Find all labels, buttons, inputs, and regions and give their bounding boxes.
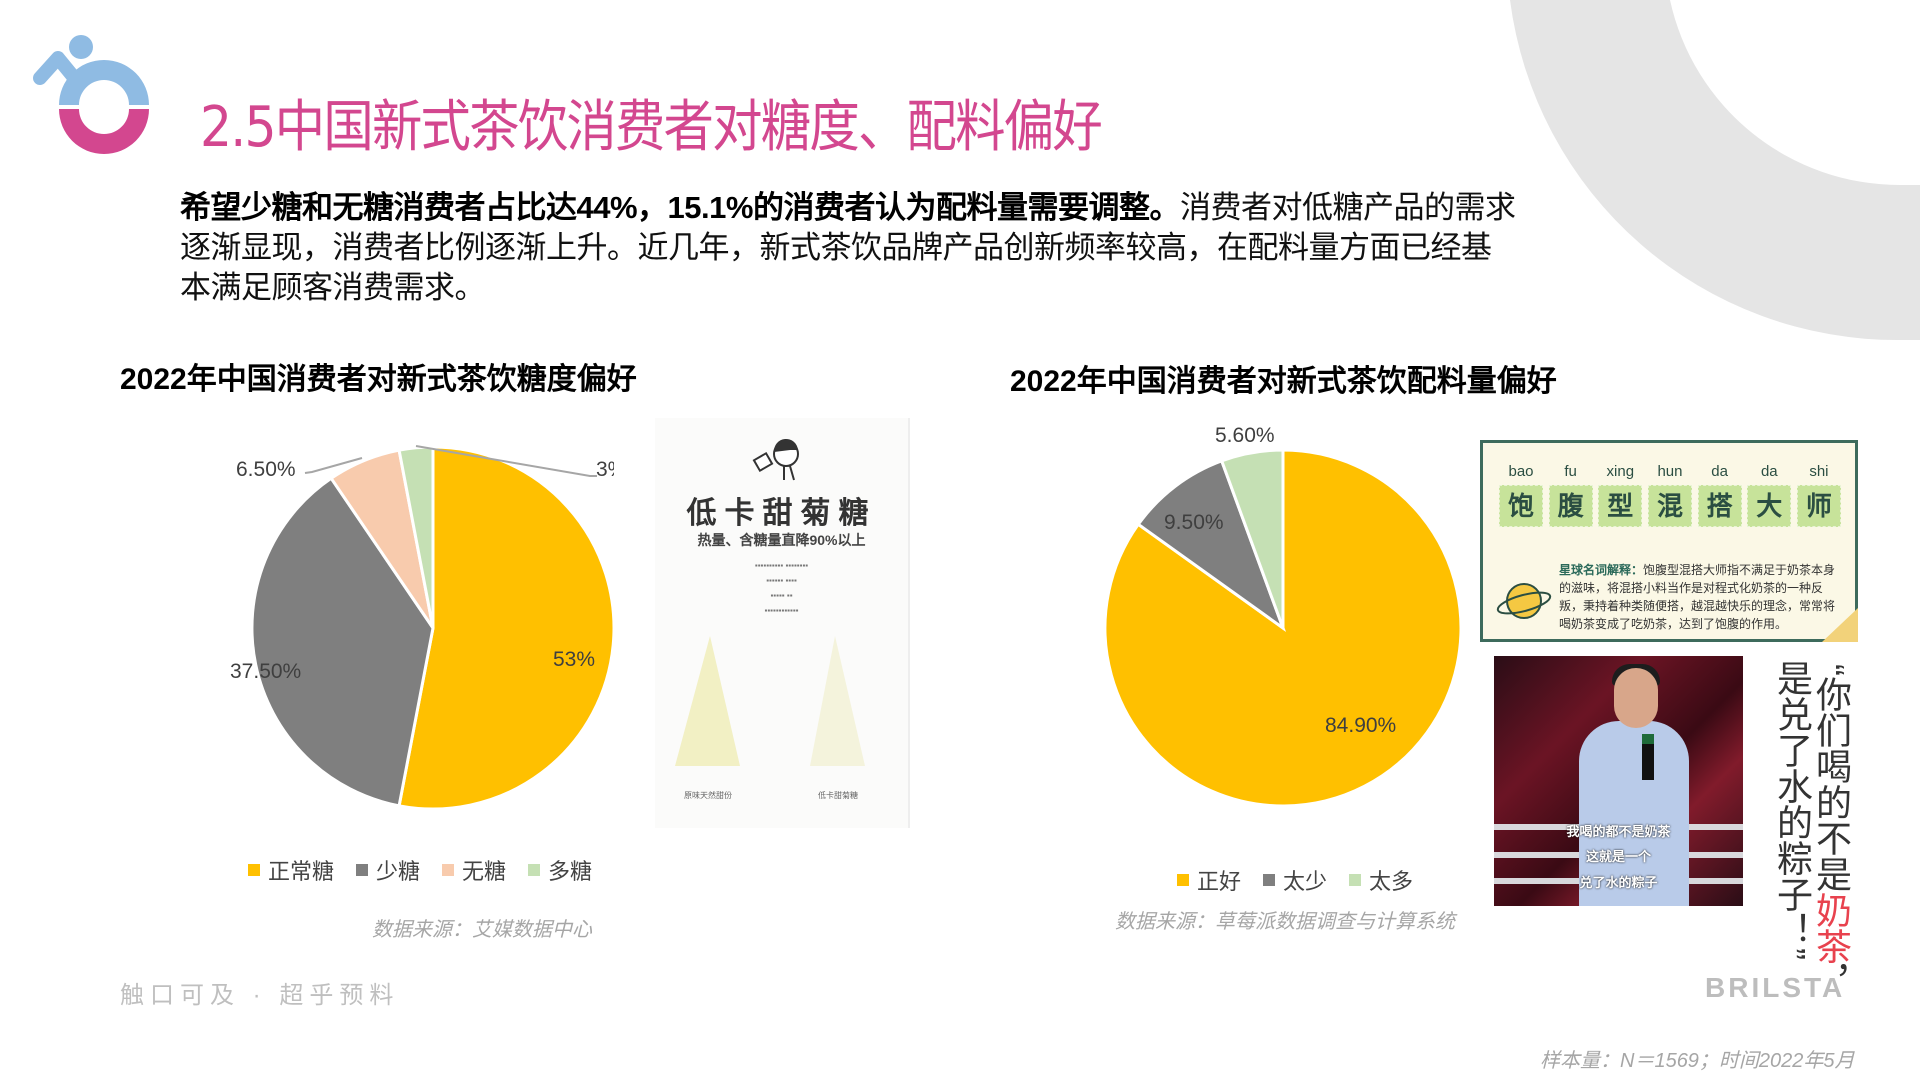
quote-line-1: “你们喝的不是奶茶， bbox=[1811, 664, 1852, 1000]
stevia-caption-left: 原味天然甜份 bbox=[684, 791, 732, 800]
brand-wordmark: BRILSTA bbox=[1705, 972, 1846, 1003]
photo-subtitle-3: 兑了水的粽子 bbox=[1579, 875, 1658, 890]
topping-chart-title: 2022年中国消费者对新式茶饮配料量偏好 bbox=[1010, 365, 1557, 398]
slice-less-sugar bbox=[250, 476, 435, 808]
label-more-sugar: 3% bbox=[596, 458, 614, 481]
label-too-little: 9.50% bbox=[1164, 511, 1224, 534]
planet-icon bbox=[1496, 583, 1552, 619]
legend-item-too-little: 太少 bbox=[1263, 864, 1327, 896]
topping-chart-source: 数据来源：草莓派数据调查与计算系统 bbox=[1115, 911, 1455, 933]
label-too-much: 5.60% bbox=[1215, 424, 1275, 447]
legend-item-no-sugar: 无糖 bbox=[442, 854, 506, 886]
slice-too-much bbox=[1219, 448, 1285, 629]
comedian-photo: 我喝的都不是奶茶 这就是一个 兑了水的粽子 bbox=[1494, 656, 1743, 906]
sugar-crystal-illustration bbox=[675, 636, 865, 766]
label-no-sugar: 6.50% bbox=[236, 458, 296, 481]
legend-item-too-much: 太多 bbox=[1349, 864, 1413, 896]
stevia-headline: 低卡甜菊糖 bbox=[686, 497, 877, 530]
topping-chart-legend: 正好 太少 太多 bbox=[1177, 864, 1413, 896]
legend-item-just-right: 正好 bbox=[1177, 864, 1241, 896]
sugar-pie-chart bbox=[250, 445, 616, 811]
sugar-chart-title: 2022年中国消费者对新式茶饮糖度偏好 bbox=[120, 363, 637, 396]
legend-item-normal-sugar: 正常糖 bbox=[248, 854, 334, 886]
footer-slogan: 触口可及 · 超乎预料 bbox=[120, 982, 400, 1009]
term-characters: 饱腹型混搭大师 bbox=[1499, 485, 1841, 527]
quote-highlight: 奶茶 bbox=[1811, 892, 1852, 964]
summary-paragraph: 希望少糖和无糖消费者占比达44%，15.1%的消费者认为配料量需要调整。消费者对… bbox=[180, 188, 1520, 308]
sugar-chart-source: 数据来源：艾媒数据中心 bbox=[372, 919, 592, 941]
microphone-icon bbox=[1642, 734, 1654, 780]
slice-too-little bbox=[1136, 458, 1287, 633]
term-definition-card: bao fu xing hun da da shi 饱腹型混搭大师 星球名词解释：饱腹型混搭… bbox=[1480, 440, 1858, 642]
pinyin-row: bao fu xing hun da da shi bbox=[1508, 463, 1829, 480]
stevia-product-image: 低卡甜菊糖 热量、含糖量直降90%以上 ▪▪▪▪▪▪▪▪▪▪ ▪▪▪▪▪▪▪▪ ▪… bbox=[655, 418, 910, 828]
topping-pie-chart bbox=[1103, 448, 1463, 808]
leader-line-no-sugar bbox=[304, 457, 363, 474]
slice-normal-sugar bbox=[397, 445, 616, 811]
label-just-right: 84.90% bbox=[1325, 714, 1397, 737]
summary-body: 消费者对低糖产品的需求逐渐显现，消费者比例逐渐上升。近几年，新式茶饮品牌产品创新… bbox=[180, 190, 1516, 305]
leader-line-more-sugar bbox=[415, 445, 597, 477]
mascot-drinking-icon bbox=[752, 438, 799, 481]
label-normal-sugar: 53% bbox=[553, 648, 596, 671]
sugar-chart-legend: 正常糖 少糖 无糖 多糖 bbox=[248, 854, 592, 886]
term-description: 星球名词解释：饱腹型混搭大师指不满足于奶茶本身的滋味，将混搭小料当作是对程式化奶… bbox=[1559, 563, 1836, 631]
stevia-fine-print: ▪▪▪▪▪▪▪▪▪▪ ▪▪▪▪▪▪▪▪ ▪▪▪▪▪▪ ▪▪▪▪ ▪▪▪▪▪ ▪▪ ▪▪… bbox=[754, 561, 809, 615]
summary-highlight: 希望少糖和无糖消费者占比达44%，15.1%的消费者认为配料量需要调整。 bbox=[180, 190, 1180, 225]
slice-more-sugar bbox=[397, 445, 435, 629]
label-less-sugar: 37.50% bbox=[230, 660, 302, 683]
sample-size-note: 样本量：N＝1569；时间2022年5月 bbox=[1540, 1050, 1855, 1072]
page-title: 2.5中国新式茶饮消费者对糖度、配料偏好 bbox=[200, 95, 1103, 160]
photo-subtitle-1: 我喝的都不是奶茶 bbox=[1566, 824, 1671, 839]
photo-subtitle-2: 这就是一个 bbox=[1585, 849, 1651, 864]
quote-line-2: 是兑了水的粽子！” bbox=[1772, 660, 1813, 960]
stevia-subline: 热量、含糖量直降90%以上 bbox=[697, 532, 866, 548]
brand-logo-icon bbox=[33, 35, 149, 154]
legend-item-more-sugar: 多糖 bbox=[528, 854, 592, 886]
stevia-caption-right: 低卡甜菊糖 bbox=[818, 791, 858, 800]
legend-item-less-sugar: 少糖 bbox=[356, 854, 420, 886]
